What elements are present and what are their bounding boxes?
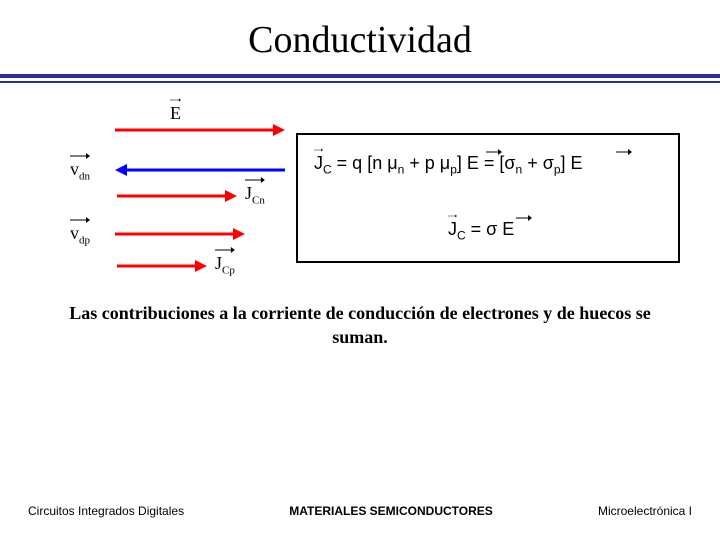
equation-box: JC = q [n μn + p μp] E = [σn + σp] E JC … (296, 133, 680, 263)
label-E: E (170, 103, 181, 124)
title-rules (0, 74, 720, 83)
equation-1: JC = q [n μn + p μp] E = [σn + σp] E (314, 153, 583, 177)
arrow-JCn (117, 189, 237, 203)
caption-text: Las contribuciones a la corriente de con… (60, 301, 660, 350)
footer-left: Circuitos Integrados Digitales (28, 504, 184, 518)
label-JCn: JCn (245, 183, 265, 207)
label-JCp: JCp (215, 253, 235, 277)
label-vdn: vdn (70, 159, 90, 183)
arrow-vdp (115, 227, 245, 241)
footer-right: Microelectrónica I (598, 504, 692, 518)
arrow-JCp (117, 259, 207, 273)
content-area: E vdn JCn vdp (0, 83, 720, 403)
slide-title: Conductividad (0, 0, 720, 74)
footer-center: MATERIALES SEMICONDUCTORES (289, 504, 493, 518)
label-vdp: vdp (70, 223, 90, 247)
footer: Circuitos Integrados Digitales MATERIALE… (0, 504, 720, 518)
arrow-E (115, 123, 285, 137)
equation-2: JC = σ E (448, 219, 514, 243)
